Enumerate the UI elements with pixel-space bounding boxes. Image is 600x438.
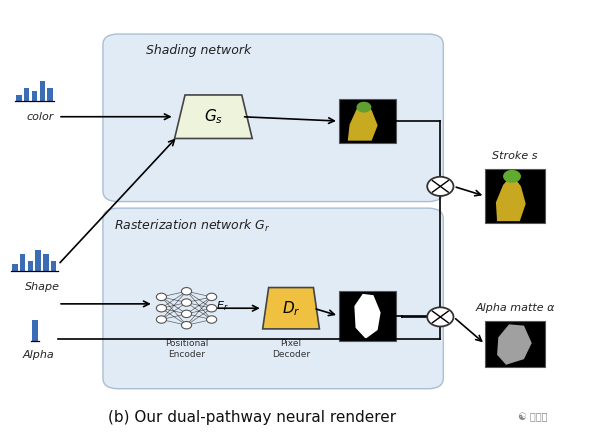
Bar: [32, 320, 38, 341]
Bar: [12, 264, 17, 271]
FancyBboxPatch shape: [485, 321, 545, 367]
Text: ☯ 量子位: ☯ 量子位: [518, 412, 548, 422]
Text: $E_r$: $E_r$: [217, 299, 229, 313]
Circle shape: [157, 293, 167, 300]
Bar: [40, 81, 45, 102]
Circle shape: [427, 307, 454, 326]
Ellipse shape: [503, 170, 521, 183]
Circle shape: [157, 316, 167, 323]
Text: $G_s$: $G_s$: [204, 107, 223, 126]
Text: Shading network: Shading network: [146, 44, 251, 57]
Text: Rasterization network $G_r$: Rasterization network $G_r$: [114, 218, 271, 234]
FancyBboxPatch shape: [103, 34, 443, 201]
Polygon shape: [497, 324, 532, 365]
Text: $D_r$: $D_r$: [282, 299, 301, 318]
Text: (b) Our dual-pathway neural renderer: (b) Our dual-pathway neural renderer: [108, 410, 396, 424]
Circle shape: [157, 304, 167, 312]
Polygon shape: [263, 288, 319, 329]
Text: color: color: [26, 113, 54, 122]
Polygon shape: [175, 95, 252, 138]
Text: Alpha: Alpha: [23, 350, 54, 360]
Polygon shape: [496, 175, 526, 221]
Text: Pixel
Decoder: Pixel Decoder: [272, 339, 310, 360]
Ellipse shape: [356, 102, 371, 113]
Circle shape: [206, 316, 217, 323]
Text: Positional
Encoder: Positional Encoder: [165, 339, 208, 360]
Bar: [47, 88, 53, 102]
Bar: [28, 261, 33, 271]
Circle shape: [181, 310, 191, 318]
Circle shape: [427, 177, 454, 196]
Bar: [16, 95, 22, 102]
Circle shape: [181, 299, 191, 306]
FancyBboxPatch shape: [485, 169, 545, 223]
FancyBboxPatch shape: [339, 99, 395, 143]
Polygon shape: [355, 294, 380, 339]
Bar: [43, 254, 49, 271]
Text: Alpha matte α: Alpha matte α: [475, 304, 555, 314]
Bar: [51, 261, 56, 271]
FancyBboxPatch shape: [103, 208, 443, 389]
Text: Shape: Shape: [25, 282, 59, 292]
FancyBboxPatch shape: [339, 291, 395, 341]
Circle shape: [181, 288, 191, 295]
Bar: [24, 88, 29, 102]
Circle shape: [181, 321, 191, 329]
Polygon shape: [348, 102, 377, 141]
Circle shape: [206, 293, 217, 300]
Circle shape: [206, 304, 217, 312]
Bar: [20, 254, 25, 271]
Bar: [32, 91, 37, 102]
Bar: [35, 251, 41, 271]
Text: Stroke s: Stroke s: [492, 151, 538, 161]
